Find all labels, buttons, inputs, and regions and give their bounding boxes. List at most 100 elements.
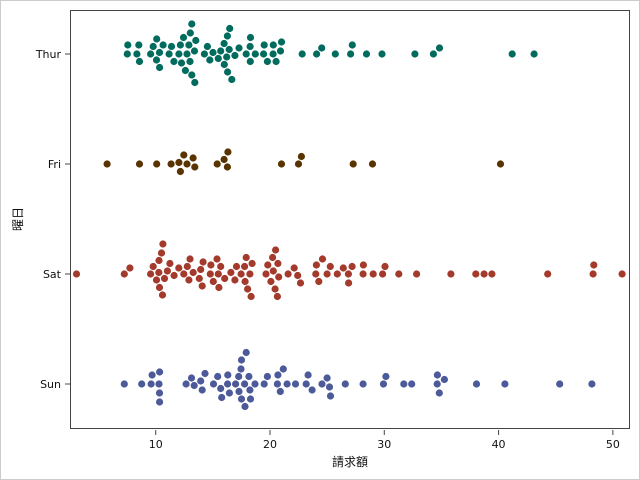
data-point-sat [175,264,183,272]
data-point-sat [590,261,598,269]
y-tick-label-sun: Sun [40,378,61,391]
data-point-thur [179,33,188,42]
data-point-thur [251,50,259,58]
data-point-fri [368,160,377,168]
data-point-thur [508,50,516,58]
data-point-thur [223,53,231,61]
data-point-sun [260,380,268,388]
data-point-sun [235,387,243,396]
data-point-sun [400,380,408,388]
data-point-sat [264,261,272,269]
data-point-thur [133,50,141,58]
data-point-thur [206,56,214,64]
data-point-sun [382,372,390,381]
data-point-sat [180,270,188,278]
x-tick-label: 30 [377,438,391,451]
data-point-sun [198,386,206,394]
data-point-sun [201,369,209,378]
data-point-thur [228,75,236,84]
data-point-sat [231,276,239,284]
data-point-sun [246,395,255,403]
data-point-fri [135,160,144,168]
data-point-thur [183,50,191,58]
data-point-sun [472,380,481,388]
data-point-sat [227,268,235,277]
x-axis: 10 20 30 40 50 [149,430,620,451]
x-tick-label: 50 [606,438,620,451]
data-point-sun [323,374,331,382]
data-point-sat [242,253,250,262]
data-point-thur [362,50,371,58]
data-point-sat [152,276,161,284]
data-point-thur [186,29,194,37]
data-point-fri [294,160,303,168]
data-point-sat [262,270,270,278]
data-point-thur [176,41,184,49]
data-point-fri [277,160,286,168]
data-point-sun [276,387,284,396]
data-point-sat [215,283,223,292]
data-point-sat [618,270,626,278]
data-point-thur [135,41,143,49]
data-point-sat [185,276,193,284]
data-point-sun [209,380,218,388]
data-point-thur [220,39,228,48]
data-point-sat [170,271,178,280]
data-point-sat [348,262,356,271]
data-point-sun [588,380,596,388]
y-tick-label-fri: Fri [48,158,61,171]
data-point-sat [472,270,480,278]
data-point-thur [435,44,444,52]
data-point-sat [359,261,367,269]
data-point-thur [246,33,255,42]
data-point-thur [242,50,250,58]
data-point-thur [177,59,186,67]
data-point-sat [315,277,323,286]
data-point-sun [279,365,287,373]
data-point-sat [221,274,229,283]
data-point-sat [207,261,215,269]
data-point-thur [147,50,155,58]
data-point-thur [260,50,268,58]
data-point-sun [217,384,225,393]
data-point-thur [378,50,386,58]
data-point-thur [181,66,189,75]
data-point-sat [272,246,280,254]
data-point-fri [180,151,188,159]
data-point-sat [269,267,277,275]
data-point-thur [188,20,196,28]
data-point-fri [220,155,228,164]
data-point-thur [272,57,280,66]
data-point-sun [245,372,253,381]
data-point-sun [147,380,155,388]
x-tick-label: 10 [149,438,163,451]
data-point-sat [157,249,166,257]
data-point-thur [175,50,183,58]
data-point-thur [209,48,217,57]
data-point-sat [247,292,255,301]
data-point-sun [148,371,156,379]
data-point-sun [341,380,349,388]
data-point-sat [232,262,241,271]
data-point-sat [480,270,488,278]
data-point-sun [237,365,245,373]
data-point-sun [138,380,146,388]
data-point-fri [297,152,305,161]
data-point-sat [155,283,164,292]
data-point-sat [159,240,167,248]
data-point-sat [312,270,320,278]
data-point-sat [413,270,421,278]
data-point-sun [241,402,249,411]
data-point-sat [359,270,367,278]
data-point-sun [302,380,310,388]
data-point-thur [155,48,164,57]
data-point-sun [225,389,233,397]
data-point-fri [175,158,183,167]
data-point-sun [187,374,196,382]
data-point-sun [273,380,281,388]
x-tick-label: 40 [492,438,506,451]
data-point-sun [263,372,271,381]
data-point-sun [501,380,509,388]
data-point-thur [225,45,233,54]
data-point-sun [197,377,205,385]
